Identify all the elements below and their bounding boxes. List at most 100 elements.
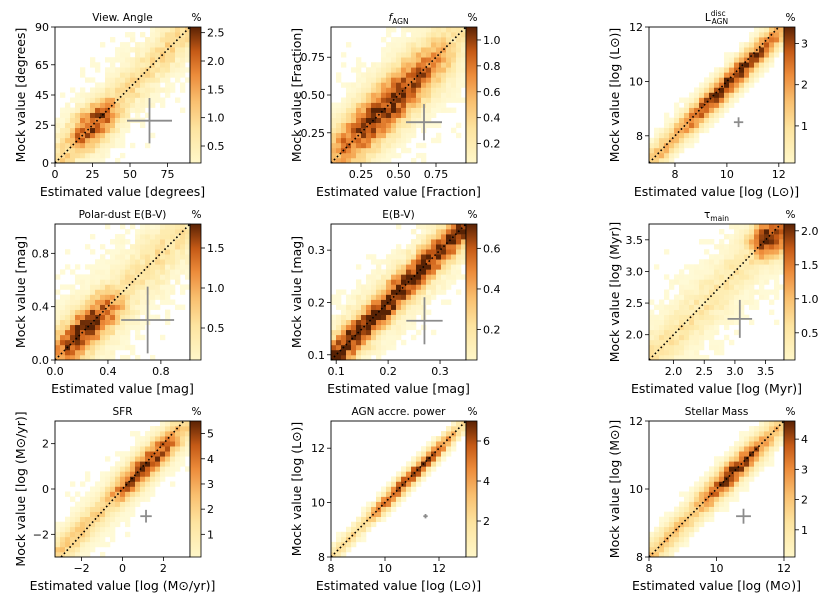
heatmap-cell (654, 349, 660, 356)
heatmap-cell (664, 304, 670, 310)
heatmap-cell (446, 451, 452, 457)
heatmap-cell (175, 234, 181, 240)
heatmap-cell (749, 471, 755, 477)
heatmap-cell (155, 72, 161, 78)
heatmap-cell (421, 239, 427, 245)
heatmap-cell (431, 37, 437, 43)
heatmap-cell (331, 324, 337, 331)
heatmap-cell (180, 259, 186, 265)
heatmap-cell (140, 496, 146, 502)
heatmap-cell (140, 466, 146, 472)
heatmap-cell (426, 239, 432, 245)
heatmap-cell (165, 42, 171, 48)
heatmap-cell (689, 339, 695, 346)
heatmap-cell (699, 344, 705, 351)
heatmap-cell (120, 304, 126, 310)
heatmap-cell (704, 486, 710, 492)
heatmap-cell (461, 67, 467, 73)
heatmap-cell (60, 284, 66, 290)
heatmap-cell (356, 279, 362, 285)
heatmap-cell (120, 92, 126, 98)
heatmap-cell (396, 274, 402, 280)
heatmap-cell (55, 531, 61, 538)
colorbar-tick-label: 0.5 (207, 322, 225, 335)
heatmap-cell (336, 112, 342, 118)
heatmap-cell (441, 269, 447, 275)
heatmap-cell (699, 329, 705, 336)
heatmap-cell (754, 426, 760, 432)
heatmap-cell (60, 334, 66, 341)
heatmap-cell (145, 112, 151, 118)
heatmap-cell (130, 506, 136, 512)
heatmap-cell (95, 157, 101, 164)
heatmap-cell (75, 107, 81, 113)
heatmap-cell (749, 461, 755, 467)
heatmap-cell (366, 67, 372, 73)
heatmap-cell (351, 349, 357, 356)
heatmap-cell (90, 77, 96, 83)
heatmap-cell (366, 354, 372, 361)
heatmap-cell (709, 314, 715, 321)
heatmap-cell (336, 304, 342, 310)
heatmap-cell (85, 501, 91, 507)
heatmap-cell (70, 521, 76, 528)
heatmap-cell (180, 87, 186, 93)
heatmap-cell (180, 284, 186, 290)
heatmap-cell (366, 309, 372, 315)
heatmap-cell (664, 551, 670, 558)
heatmap-cell (391, 52, 397, 58)
heatmap-cell (684, 112, 690, 118)
heatmap-cell (371, 137, 377, 144)
heatmap-cell (401, 67, 407, 73)
heatmap-cell (150, 77, 156, 83)
heatmap-cell (381, 92, 387, 98)
heatmap-cell (150, 491, 156, 497)
heatmap-cell (115, 107, 121, 113)
heatmap-cell (396, 67, 402, 73)
heatmap-cell (115, 77, 121, 83)
heatmap-cell (674, 324, 680, 331)
y-tick-label: 0.1 (308, 349, 326, 362)
heatmap-cell (115, 284, 121, 290)
heatmap-cell (659, 546, 665, 553)
heatmap-cell (456, 62, 462, 68)
heatmap-cell (125, 506, 131, 512)
heatmap-cell (769, 37, 775, 43)
heatmap-cell (85, 551, 91, 558)
heatmap-cell (431, 234, 437, 240)
heatmap-cell (150, 244, 156, 250)
heatmap-cell (719, 309, 725, 315)
heatmap-cell (346, 526, 352, 533)
heatmap-cell (120, 244, 126, 250)
title-main: L (705, 12, 711, 24)
heatmap-cell (411, 324, 417, 331)
heatmap-cell (426, 234, 432, 240)
heatmap-cell (120, 461, 126, 467)
heatmap-cell (674, 304, 680, 310)
heatmap-cell (391, 259, 397, 265)
heatmap-cell (110, 496, 116, 502)
y-tick-label: 8 (636, 130, 643, 143)
heatmap-cell (714, 491, 720, 497)
heatmap-cell (346, 147, 352, 154)
heatmap-cell (180, 224, 186, 230)
heatmap-cell (130, 299, 136, 305)
heatmap-cell (361, 511, 367, 518)
heatmap-cell (336, 142, 342, 149)
heatmap-cell (729, 87, 735, 93)
heatmap-cell (391, 319, 397, 326)
heatmap-cell (115, 87, 121, 93)
heatmap-cell (744, 67, 750, 73)
heatmap-cell (679, 329, 685, 336)
heatmap-cell (441, 259, 447, 265)
heatmap-cell (346, 142, 352, 149)
heatmap-cell (95, 526, 101, 533)
heatmap-cell (406, 97, 412, 103)
heatmap-cell (426, 82, 432, 88)
heatmap-cell (729, 284, 735, 290)
heatmap-cell (719, 471, 725, 477)
heatmap-cell (105, 152, 111, 159)
heatmap-cell (401, 82, 407, 88)
heatmap-cell (105, 334, 111, 341)
heatmap-cell (689, 269, 695, 275)
